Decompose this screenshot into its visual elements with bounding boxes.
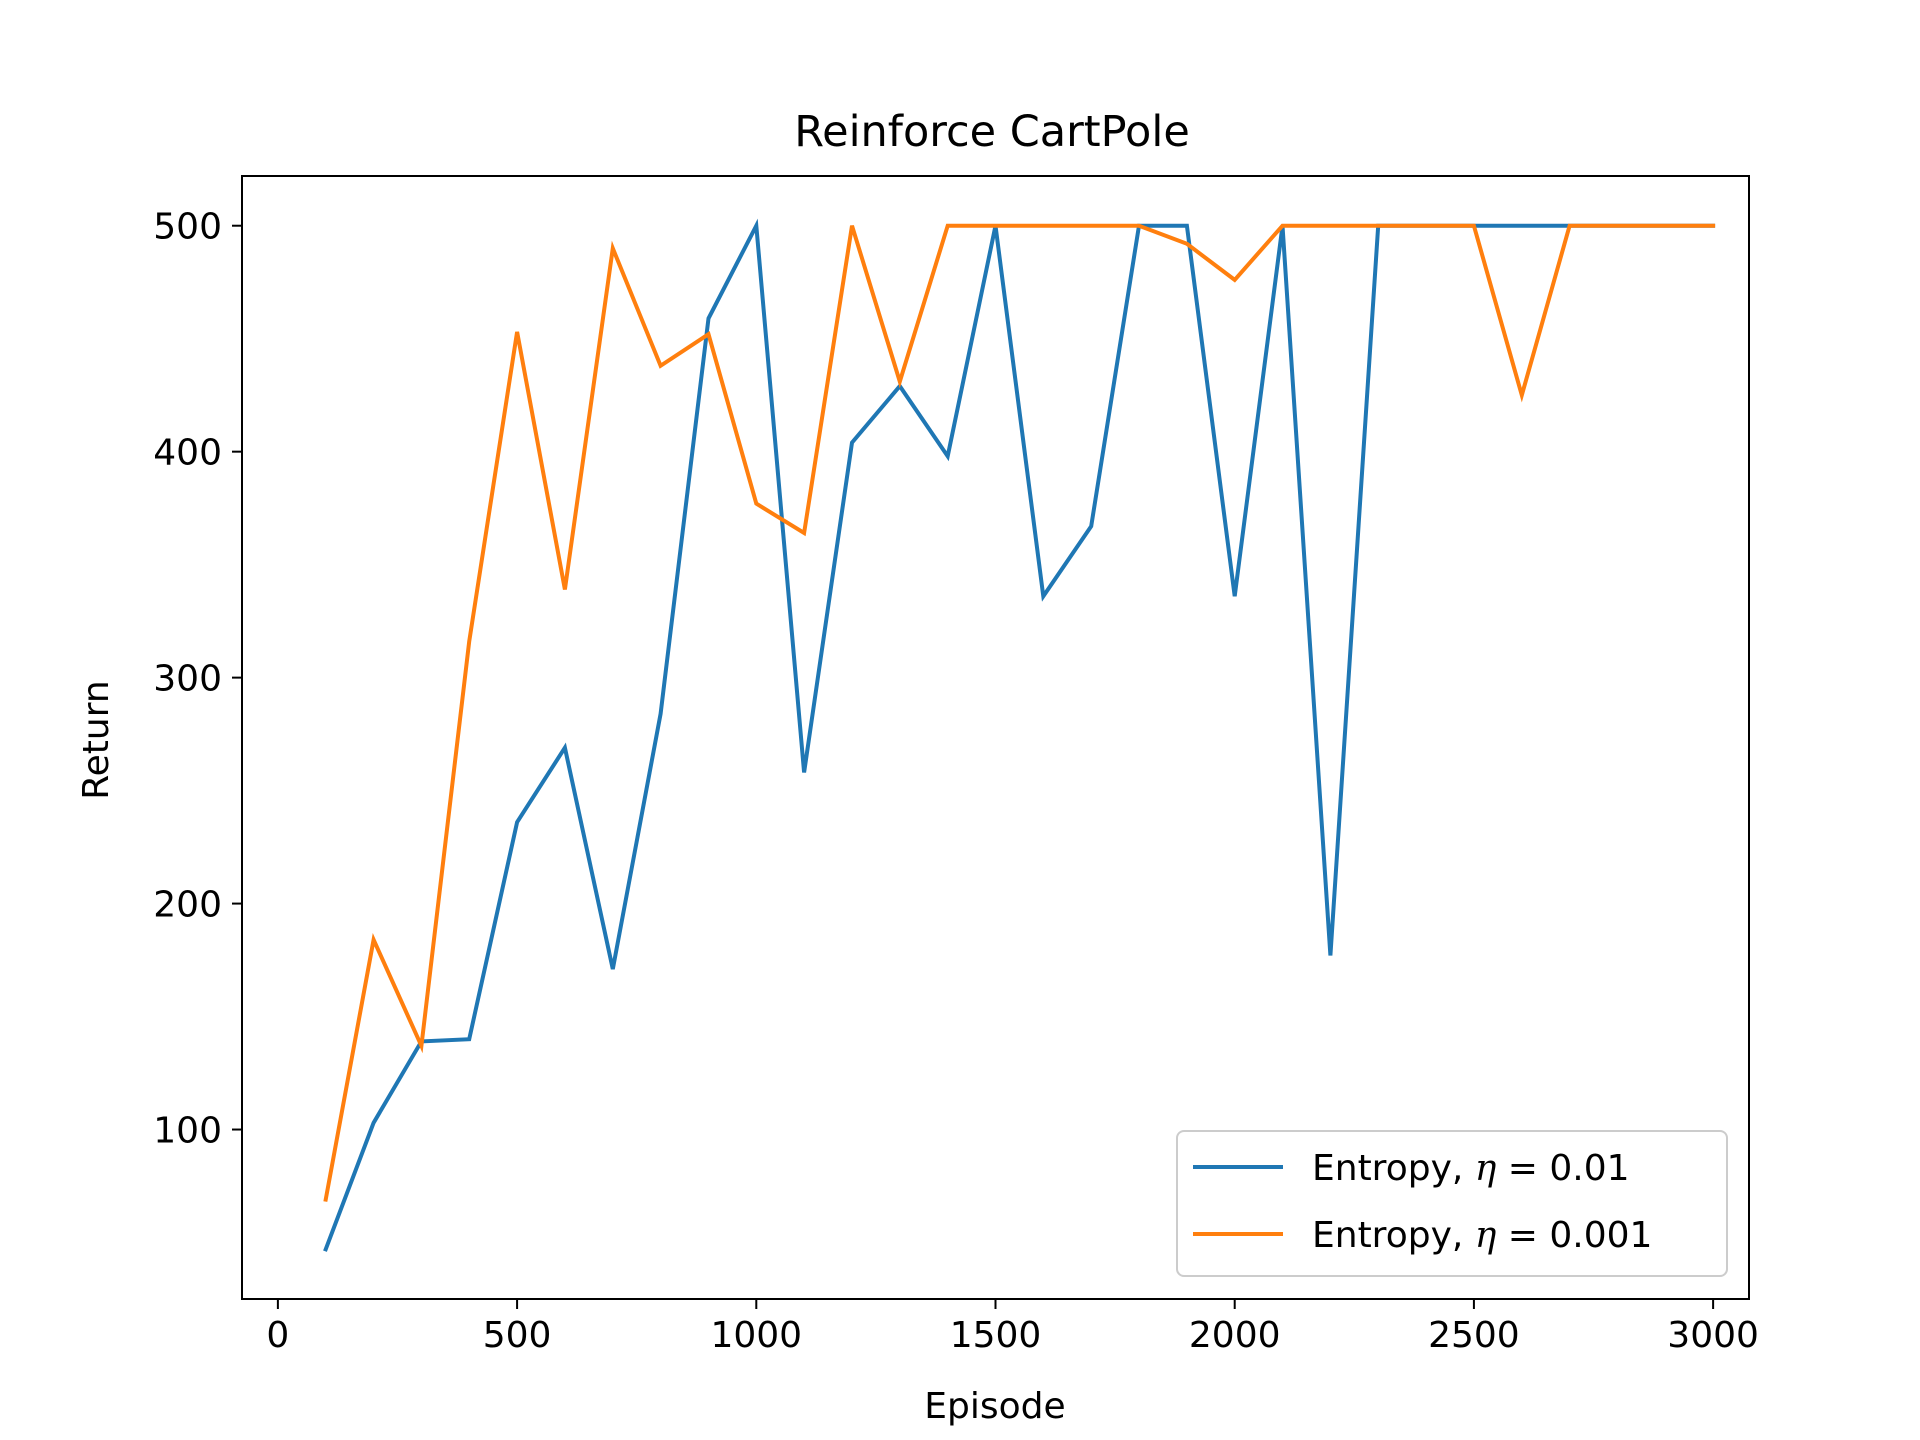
legend-label-2: Entropy, η = 0.001 <box>1312 1215 1652 1256</box>
x-tick-label: 3000 <box>1667 1315 1759 1356</box>
plot-lines <box>323 218 1716 1252</box>
x-tick-label: 0 <box>266 1315 289 1356</box>
x-tick-label: 1000 <box>710 1315 802 1356</box>
series-line-2 <box>323 223 1716 1202</box>
legend-label-prefix: Entropy, <box>1312 1215 1475 1256</box>
y-tick-label: 200 <box>153 885 222 926</box>
x-tick-label: 500 <box>483 1315 552 1356</box>
legend-label-suffix: = 0.01 <box>1496 1148 1629 1189</box>
series-line-1 <box>323 218 1716 1252</box>
y-tick-label: 300 <box>153 659 222 700</box>
y-axis: 100 200 300 400 500 <box>153 207 242 1152</box>
x-axis: 0 500 1000 1500 2000 2500 3000 <box>266 1299 1759 1356</box>
x-tick-label: 1500 <box>950 1315 1042 1356</box>
x-tick-label: 2000 <box>1189 1315 1281 1356</box>
y-axis-label: Return <box>76 680 117 799</box>
legend-box <box>1176 1130 1728 1277</box>
y-tick-label: 100 <box>153 1111 222 1152</box>
x-tick-label: 2500 <box>1428 1315 1520 1356</box>
x-axis-label: Episode <box>924 1386 1065 1427</box>
chart-title: Reinforce CartPole <box>794 107 1190 157</box>
legend-label-1: Entropy, η = 0.01 <box>1312 1148 1630 1189</box>
eta-symbol: η <box>1475 1215 1497 1256</box>
y-tick-label: 500 <box>153 207 222 248</box>
legend-label-prefix: Entropy, <box>1312 1148 1475 1189</box>
eta-symbol: η <box>1475 1148 1497 1189</box>
legend-label-suffix: = 0.001 <box>1496 1215 1652 1256</box>
y-tick-label: 400 <box>153 433 222 474</box>
